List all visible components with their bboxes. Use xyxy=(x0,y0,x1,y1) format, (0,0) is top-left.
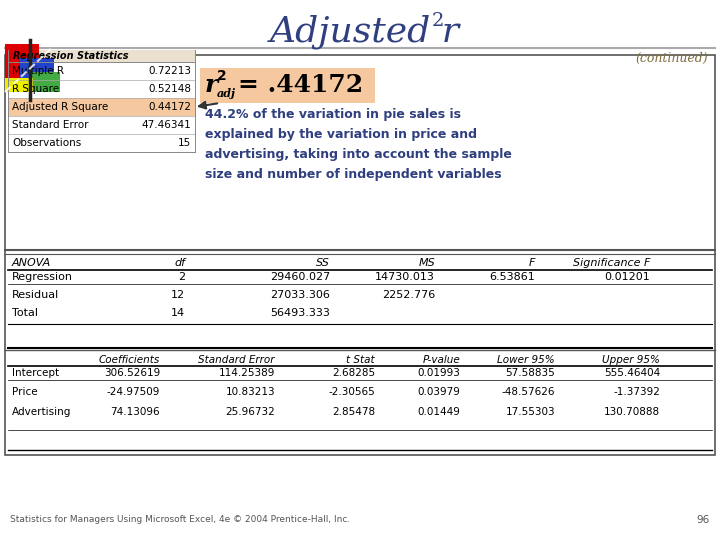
Text: SS: SS xyxy=(316,258,330,268)
Text: 6.53861: 6.53861 xyxy=(490,272,535,282)
Text: 2: 2 xyxy=(217,70,227,84)
Text: 10.83213: 10.83213 xyxy=(225,387,275,397)
Text: 15: 15 xyxy=(178,138,191,148)
Text: advertising, taking into account the sample: advertising, taking into account the sam… xyxy=(205,148,512,161)
Text: Multiple R: Multiple R xyxy=(12,66,64,76)
Text: 0.01201: 0.01201 xyxy=(604,272,650,282)
Text: r: r xyxy=(205,73,218,98)
Text: MS: MS xyxy=(418,258,435,268)
Text: Observations: Observations xyxy=(12,138,81,148)
Bar xyxy=(200,68,375,103)
Text: 74.13096: 74.13096 xyxy=(110,407,160,417)
Text: 25.96732: 25.96732 xyxy=(225,407,275,417)
Text: 17.55303: 17.55303 xyxy=(505,407,555,417)
Text: 29460.027: 29460.027 xyxy=(270,272,330,282)
Bar xyxy=(8,50,195,62)
Text: 96: 96 xyxy=(697,515,710,525)
Text: 27033.306: 27033.306 xyxy=(270,290,330,300)
Bar xyxy=(5,78,33,92)
Text: 14730.013: 14730.013 xyxy=(375,272,435,282)
Text: P-value: P-value xyxy=(422,355,460,365)
Text: 12: 12 xyxy=(171,290,185,300)
Text: Coefficients: Coefficients xyxy=(99,355,160,365)
Text: 114.25389: 114.25389 xyxy=(219,368,275,378)
Text: 0.01993: 0.01993 xyxy=(417,368,460,378)
Text: -2.30565: -2.30565 xyxy=(328,387,375,397)
Text: Residual: Residual xyxy=(12,290,59,300)
Bar xyxy=(5,55,715,455)
Text: t Stat: t Stat xyxy=(346,355,375,365)
Text: Lower 95%: Lower 95% xyxy=(498,355,555,365)
Text: Adjusted r: Adjusted r xyxy=(270,15,460,49)
Text: Price: Price xyxy=(12,387,37,397)
Text: 306.52619: 306.52619 xyxy=(104,368,160,378)
Text: Significance F: Significance F xyxy=(572,258,650,268)
Text: 555.46404: 555.46404 xyxy=(604,368,660,378)
Text: F: F xyxy=(528,258,535,268)
Text: explained by the variation in price and: explained by the variation in price and xyxy=(205,128,477,141)
Text: 130.70888: 130.70888 xyxy=(604,407,660,417)
Text: Standard Error: Standard Error xyxy=(12,120,89,130)
Text: 2.68285: 2.68285 xyxy=(332,368,375,378)
Text: R Square: R Square xyxy=(12,84,59,94)
Text: -48.57626: -48.57626 xyxy=(502,387,555,397)
Text: 56493.333: 56493.333 xyxy=(270,308,330,318)
Text: Total: Total xyxy=(12,308,38,318)
Text: 2: 2 xyxy=(432,12,444,30)
Text: 14: 14 xyxy=(171,308,185,318)
Text: 47.46341: 47.46341 xyxy=(141,120,191,130)
Text: 0.44172: 0.44172 xyxy=(148,102,191,112)
Text: 0.01449: 0.01449 xyxy=(417,407,460,417)
Text: Regression Statistics: Regression Statistics xyxy=(13,51,128,61)
Text: Advertising: Advertising xyxy=(12,407,71,417)
Text: adj: adj xyxy=(217,88,236,99)
Text: 2.85478: 2.85478 xyxy=(332,407,375,417)
Text: Intercept: Intercept xyxy=(12,368,59,378)
Text: Upper 95%: Upper 95% xyxy=(602,355,660,365)
Text: = .44172: = .44172 xyxy=(238,73,363,98)
Text: -24.97509: -24.97509 xyxy=(107,387,160,397)
Text: 2: 2 xyxy=(178,272,185,282)
Text: size and number of independent variables: size and number of independent variables xyxy=(205,168,502,181)
Text: ANOVA: ANOVA xyxy=(12,258,51,268)
Text: Standard Error: Standard Error xyxy=(199,355,275,365)
Bar xyxy=(20,58,54,92)
Text: 0.72213: 0.72213 xyxy=(148,66,191,76)
Text: 57.58835: 57.58835 xyxy=(505,368,555,378)
Text: (continued): (continued) xyxy=(635,52,708,65)
Text: -1.37392: -1.37392 xyxy=(613,387,660,397)
Text: 0.52148: 0.52148 xyxy=(148,84,191,94)
Text: 0.03979: 0.03979 xyxy=(417,387,460,397)
Text: Statistics for Managers Using Microsoft Excel, 4e © 2004 Prentice-Hall, Inc.: Statistics for Managers Using Microsoft … xyxy=(10,516,350,524)
Bar xyxy=(30,72,60,92)
Bar xyxy=(8,98,195,116)
Text: Regression: Regression xyxy=(12,272,73,282)
Bar xyxy=(5,44,39,78)
Text: Adjusted R Square: Adjusted R Square xyxy=(12,102,108,112)
Text: 2252.776: 2252.776 xyxy=(382,290,435,300)
Text: df: df xyxy=(174,258,185,268)
Text: 44.2% of the variation in pie sales is: 44.2% of the variation in pie sales is xyxy=(205,108,461,121)
